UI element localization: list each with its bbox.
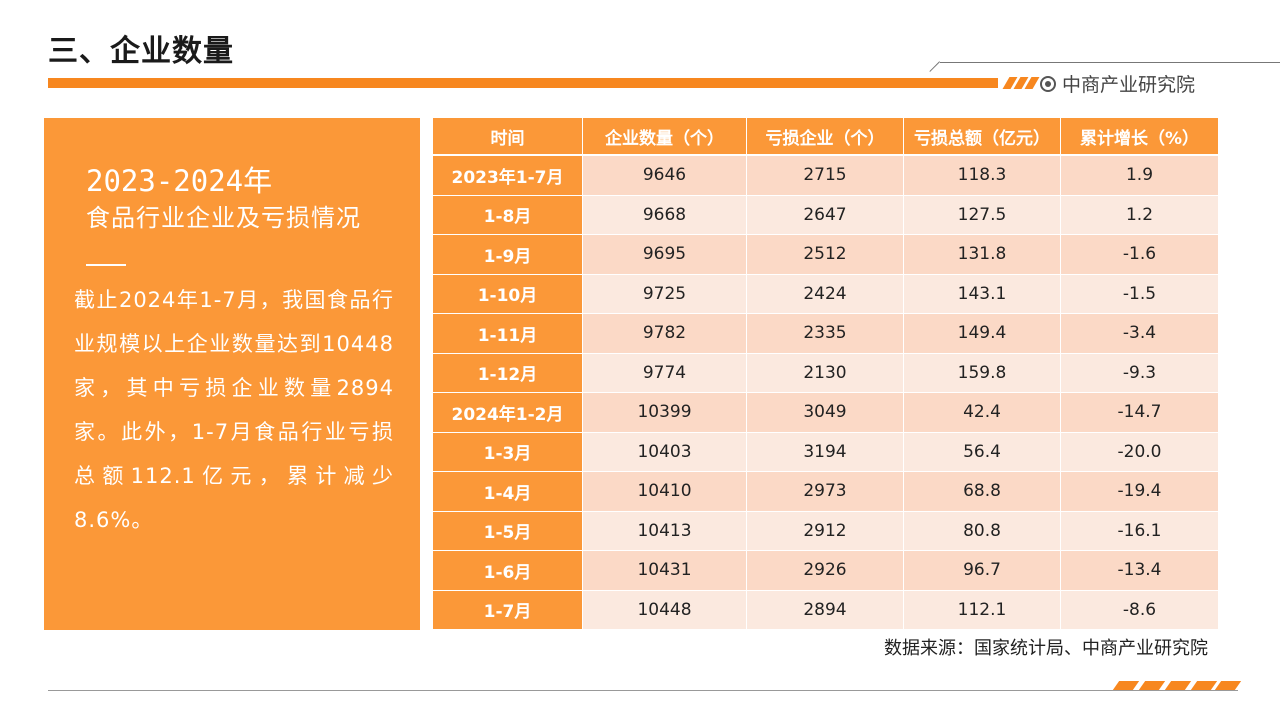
cell-cumulative-growth: -13.4 [1061, 551, 1218, 591]
brand-circle-icon [1040, 75, 1056, 92]
panel-subtitle: 食品行业企业及亏损情况 [86, 204, 361, 232]
cell-cumulative-growth: -8.6 [1061, 590, 1218, 630]
cell-enterprise-count: 10399 [583, 393, 747, 433]
cell-total-loss: 80.8 [904, 511, 1061, 551]
enterprise-loss-table: 时间 企业数量（个） 亏损企业（个） 亏损总额（亿元） 累计增长（%） 2023… [433, 118, 1218, 630]
cell-enterprise-count: 9695 [583, 235, 747, 275]
cell-time: 1-8月 [433, 195, 583, 235]
cell-enterprise-count: 10403 [583, 432, 747, 472]
table-header-row: 时间 企业数量（个） 亏损企业（个） 亏损总额（亿元） 累计增长（%） [433, 118, 1218, 156]
footer-stripes-decoration [1108, 681, 1242, 691]
cell-loss-enterprises: 3049 [747, 393, 904, 433]
table-row: 1-11月 9782 2335 149.4 -3.4 [433, 314, 1218, 354]
table-row: 1-12月 9774 2130 159.8 -9.3 [433, 353, 1218, 393]
cell-time: 1-10月 [433, 274, 583, 314]
table-row: 1-9月 9695 2512 131.8 -1.6 [433, 235, 1218, 275]
brand-name: 中商产业研究院 [1062, 74, 1196, 96]
cell-total-loss: 131.8 [904, 235, 1061, 275]
cell-total-loss: 56.4 [904, 432, 1061, 472]
cell-time: 1-6月 [433, 551, 583, 591]
cell-total-loss: 159.8 [904, 353, 1061, 393]
cell-total-loss: 143.1 [904, 274, 1061, 314]
page-title: 三、企业数量 [48, 34, 234, 69]
table-row: 1-7月 10448 2894 112.1 -8.6 [433, 590, 1218, 630]
panel-divider [86, 264, 126, 266]
header-total-loss: 亏损总额（亿元） [904, 118, 1061, 156]
cell-enterprise-count: 10448 [583, 590, 747, 630]
cell-cumulative-growth: -9.3 [1061, 353, 1218, 393]
cell-loss-enterprises: 2894 [747, 590, 904, 630]
cell-loss-enterprises: 2335 [747, 314, 904, 354]
cell-enterprise-count: 10431 [583, 551, 747, 591]
cell-loss-enterprises: 2973 [747, 472, 904, 512]
cell-loss-enterprises: 2715 [747, 156, 904, 196]
header-time: 时间 [433, 118, 583, 156]
cell-cumulative-growth: -1.6 [1061, 235, 1218, 275]
cell-total-loss: 96.7 [904, 551, 1061, 591]
cell-time: 1-9月 [433, 235, 583, 275]
cell-loss-enterprises: 2912 [747, 511, 904, 551]
cell-total-loss: 127.5 [904, 195, 1061, 235]
cell-enterprise-count: 9668 [583, 195, 747, 235]
table-row: 2023年1-7月 9646 2715 118.3 1.9 [433, 156, 1218, 196]
footer-divider-line [48, 690, 1238, 691]
header-enterprise-count: 企业数量（个） [583, 118, 747, 156]
cell-cumulative-growth: -16.1 [1061, 511, 1218, 551]
cell-time: 2023年1-7月 [433, 156, 583, 196]
cell-cumulative-growth: -3.4 [1061, 314, 1218, 354]
cell-enterprise-count: 9646 [583, 156, 747, 196]
title-stripes-decoration [1002, 77, 1040, 89]
header-cumulative-growth: 累计增长（%） [1061, 118, 1218, 156]
header-loss-enterprises: 亏损企业（个） [747, 118, 904, 156]
summary-panel: 2023-2024年 食品行业企业及亏损情况 截止2024年1-7月，我国食品行… [44, 118, 420, 630]
cell-cumulative-growth: -1.5 [1061, 274, 1218, 314]
cell-cumulative-growth: 1.9 [1061, 156, 1218, 196]
header-divider-line [940, 62, 1280, 76]
panel-year: 2023-2024年 [86, 164, 273, 198]
cell-total-loss: 112.1 [904, 590, 1061, 630]
cell-enterprise-count: 9725 [583, 274, 747, 314]
cell-time: 1-7月 [433, 590, 583, 630]
title-accent-bar [48, 78, 998, 88]
table-row: 2024年1-2月 10399 3049 42.4 -14.7 [433, 393, 1218, 433]
panel-body-text: 截止2024年1-7月，我国食品行业规模以上企业数量达到10448家，其中亏损企… [74, 288, 394, 532]
cell-total-loss: 118.3 [904, 156, 1061, 196]
cell-cumulative-growth: -14.7 [1061, 393, 1218, 433]
cell-cumulative-growth: -19.4 [1061, 472, 1218, 512]
table-row: 1-4月 10410 2973 68.8 -19.4 [433, 472, 1218, 512]
cell-enterprise-count: 9782 [583, 314, 747, 354]
table-row: 1-5月 10413 2912 80.8 -16.1 [433, 511, 1218, 551]
data-source-note: 数据来源：国家统计局、中商产业研究院 [884, 638, 1208, 659]
cell-loss-enterprises: 3194 [747, 432, 904, 472]
cell-cumulative-growth: -20.0 [1061, 432, 1218, 472]
cell-loss-enterprises: 2512 [747, 235, 904, 275]
table-row: 1-8月 9668 2647 127.5 1.2 [433, 195, 1218, 235]
cell-time: 1-12月 [433, 353, 583, 393]
cell-time: 2024年1-2月 [433, 393, 583, 433]
table-row: 1-3月 10403 3194 56.4 -20.0 [433, 432, 1218, 472]
table-row: 1-6月 10431 2926 96.7 -13.4 [433, 551, 1218, 591]
cell-loss-enterprises: 2424 [747, 274, 904, 314]
cell-time: 1-11月 [433, 314, 583, 354]
cell-time: 1-4月 [433, 472, 583, 512]
cell-cumulative-growth: 1.2 [1061, 195, 1218, 235]
cell-total-loss: 149.4 [904, 314, 1061, 354]
cell-loss-enterprises: 2647 [747, 195, 904, 235]
cell-enterprise-count: 9774 [583, 353, 747, 393]
cell-loss-enterprises: 2926 [747, 551, 904, 591]
cell-total-loss: 68.8 [904, 472, 1061, 512]
cell-enterprise-count: 10410 [583, 472, 747, 512]
cell-total-loss: 42.4 [904, 393, 1061, 433]
cell-time: 1-5月 [433, 511, 583, 551]
cell-enterprise-count: 10413 [583, 511, 747, 551]
cell-time: 1-3月 [433, 432, 583, 472]
brand-logo: 中商产业研究院 [1040, 70, 1195, 97]
cell-loss-enterprises: 2130 [747, 353, 904, 393]
table-row: 1-10月 9725 2424 143.1 -1.5 [433, 274, 1218, 314]
